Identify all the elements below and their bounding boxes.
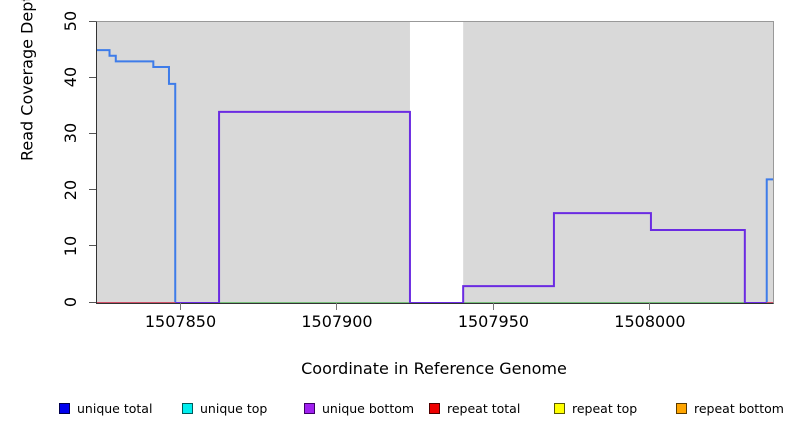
legend-label: repeat bottom — [694, 401, 784, 416]
legend-label: unique top — [200, 401, 268, 416]
legend-label: unique total — [77, 401, 153, 416]
plot-area — [96, 21, 774, 304]
x-tick — [180, 303, 181, 310]
plot-svg — [97, 22, 773, 303]
y-tick — [89, 301, 96, 303]
legend-label: unique bottom — [322, 401, 415, 416]
legend: unique total unique top unique bottom repea… — [0, 400, 792, 420]
x-tick-label: 1508000 — [614, 312, 686, 331]
legend-swatch-icon — [182, 403, 193, 414]
mask-region — [409, 22, 464, 303]
y-tick — [89, 132, 96, 134]
y-tick-label: 20 — [61, 179, 80, 200]
y-tick-label: 10 — [61, 235, 80, 256]
y-tick-label: 0 — [61, 296, 80, 308]
y-tick — [89, 76, 96, 78]
legend-swatch-icon — [304, 403, 315, 414]
x-tick — [649, 303, 651, 310]
series-unique-bottom — [175, 110, 767, 303]
x-tick — [336, 303, 338, 310]
legend-label: repeat top — [572, 401, 638, 416]
legend-swatch-icon — [429, 403, 440, 414]
y-tick-label: 40 — [61, 67, 80, 88]
x-tick-label: 1507850 — [144, 312, 217, 331]
y-tick — [89, 20, 96, 22]
legend-label: repeat total — [447, 401, 521, 416]
y-tick-label: 50 — [61, 10, 80, 32]
x-axis-title: Coordinate in Reference Genome — [301, 359, 567, 378]
legend-swatch-icon — [554, 403, 565, 414]
y-tick — [89, 245, 96, 247]
x-tick-label: 1507900 — [301, 312, 373, 331]
y-tick — [89, 189, 96, 191]
legend-swatch-icon — [676, 403, 687, 414]
x-tick-label: 1507950 — [457, 312, 530, 331]
legend-swatch-icon — [59, 403, 70, 414]
x-tick — [492, 303, 494, 310]
y-tick-label: 30 — [61, 123, 80, 144]
series-unique-total — [97, 49, 773, 303]
